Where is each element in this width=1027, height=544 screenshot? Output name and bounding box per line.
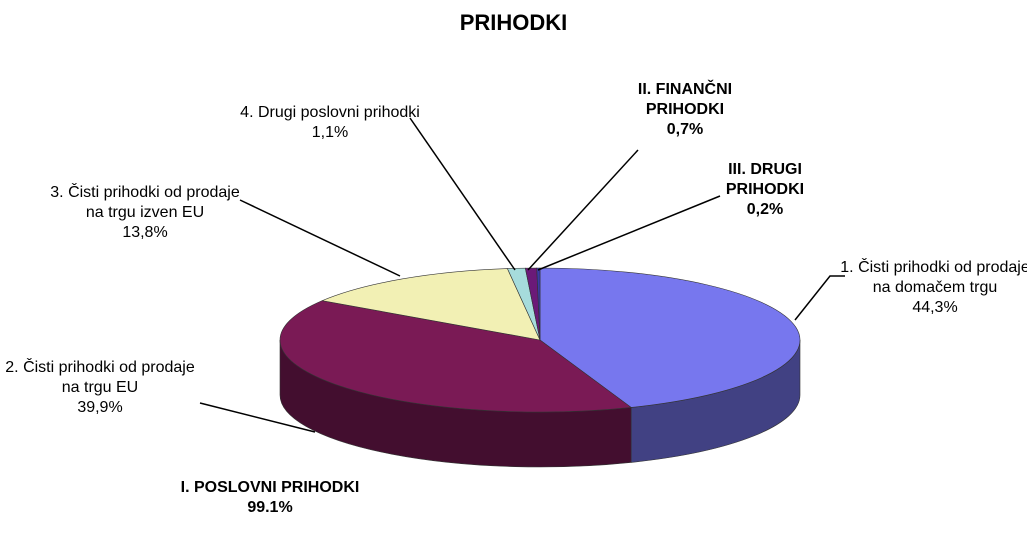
leader-line	[794, 275, 845, 321]
pie-slice	[279, 300, 632, 413]
leader-line	[527, 149, 639, 271]
slice-name: 1. Čisti prihodki od prodaje na domačem …	[840, 259, 1027, 296]
slice-name: III. DRUGI PRIHODKI	[725, 161, 805, 198]
group-annotation: I. POSLOVNI PRIHODKI 99.1%	[170, 478, 370, 518]
slice-value: 39,9%	[77, 399, 123, 416]
slice-label: 2. Čisti prihodki od prodaje na trgu EU 3…	[0, 358, 200, 418]
slice-name: 2. Čisti prihodki od prodaje na trgu EU	[5, 359, 195, 396]
slice-label: 4. Drugi poslovni prihodki 1,1%	[240, 103, 420, 143]
annotation-value: 99.1%	[247, 499, 293, 516]
slice-value: 44,3%	[912, 299, 958, 316]
leader-line	[239, 199, 401, 277]
slice-label: 3. Čisti prihodki od prodaje na trgu izv…	[40, 183, 250, 243]
slice-value: 0,2%	[746, 201, 784, 218]
slice-name: 3. Čisti prihodki od prodaje na trgu izv…	[50, 184, 240, 221]
chart-title: PRIHODKI	[459, 10, 568, 35]
slice-label: II. FINANČNI PRIHODKI 0,7%	[605, 80, 765, 140]
slice-value: 1,1%	[311, 124, 349, 141]
slice-label: 1. Čisti prihodki od prodaje na domačem …	[835, 258, 1027, 318]
annotation-text: I. POSLOVNI PRIHODKI	[180, 479, 360, 496]
leader-line	[199, 402, 316, 433]
slice-value: 13,8%	[122, 224, 168, 241]
pie-slice	[539, 267, 801, 408]
slice-label: III. DRUGI PRIHODKI 0,2%	[700, 160, 830, 220]
leader-line	[537, 195, 721, 271]
leader-line	[409, 117, 516, 271]
pie-slice	[536, 267, 541, 341]
slice-name: II. FINANČNI PRIHODKI	[637, 81, 733, 118]
slice-name: 4. Drugi poslovni prihodki	[240, 104, 420, 121]
pie-slice	[321, 268, 541, 341]
slice-value: 0,7%	[666, 121, 704, 138]
